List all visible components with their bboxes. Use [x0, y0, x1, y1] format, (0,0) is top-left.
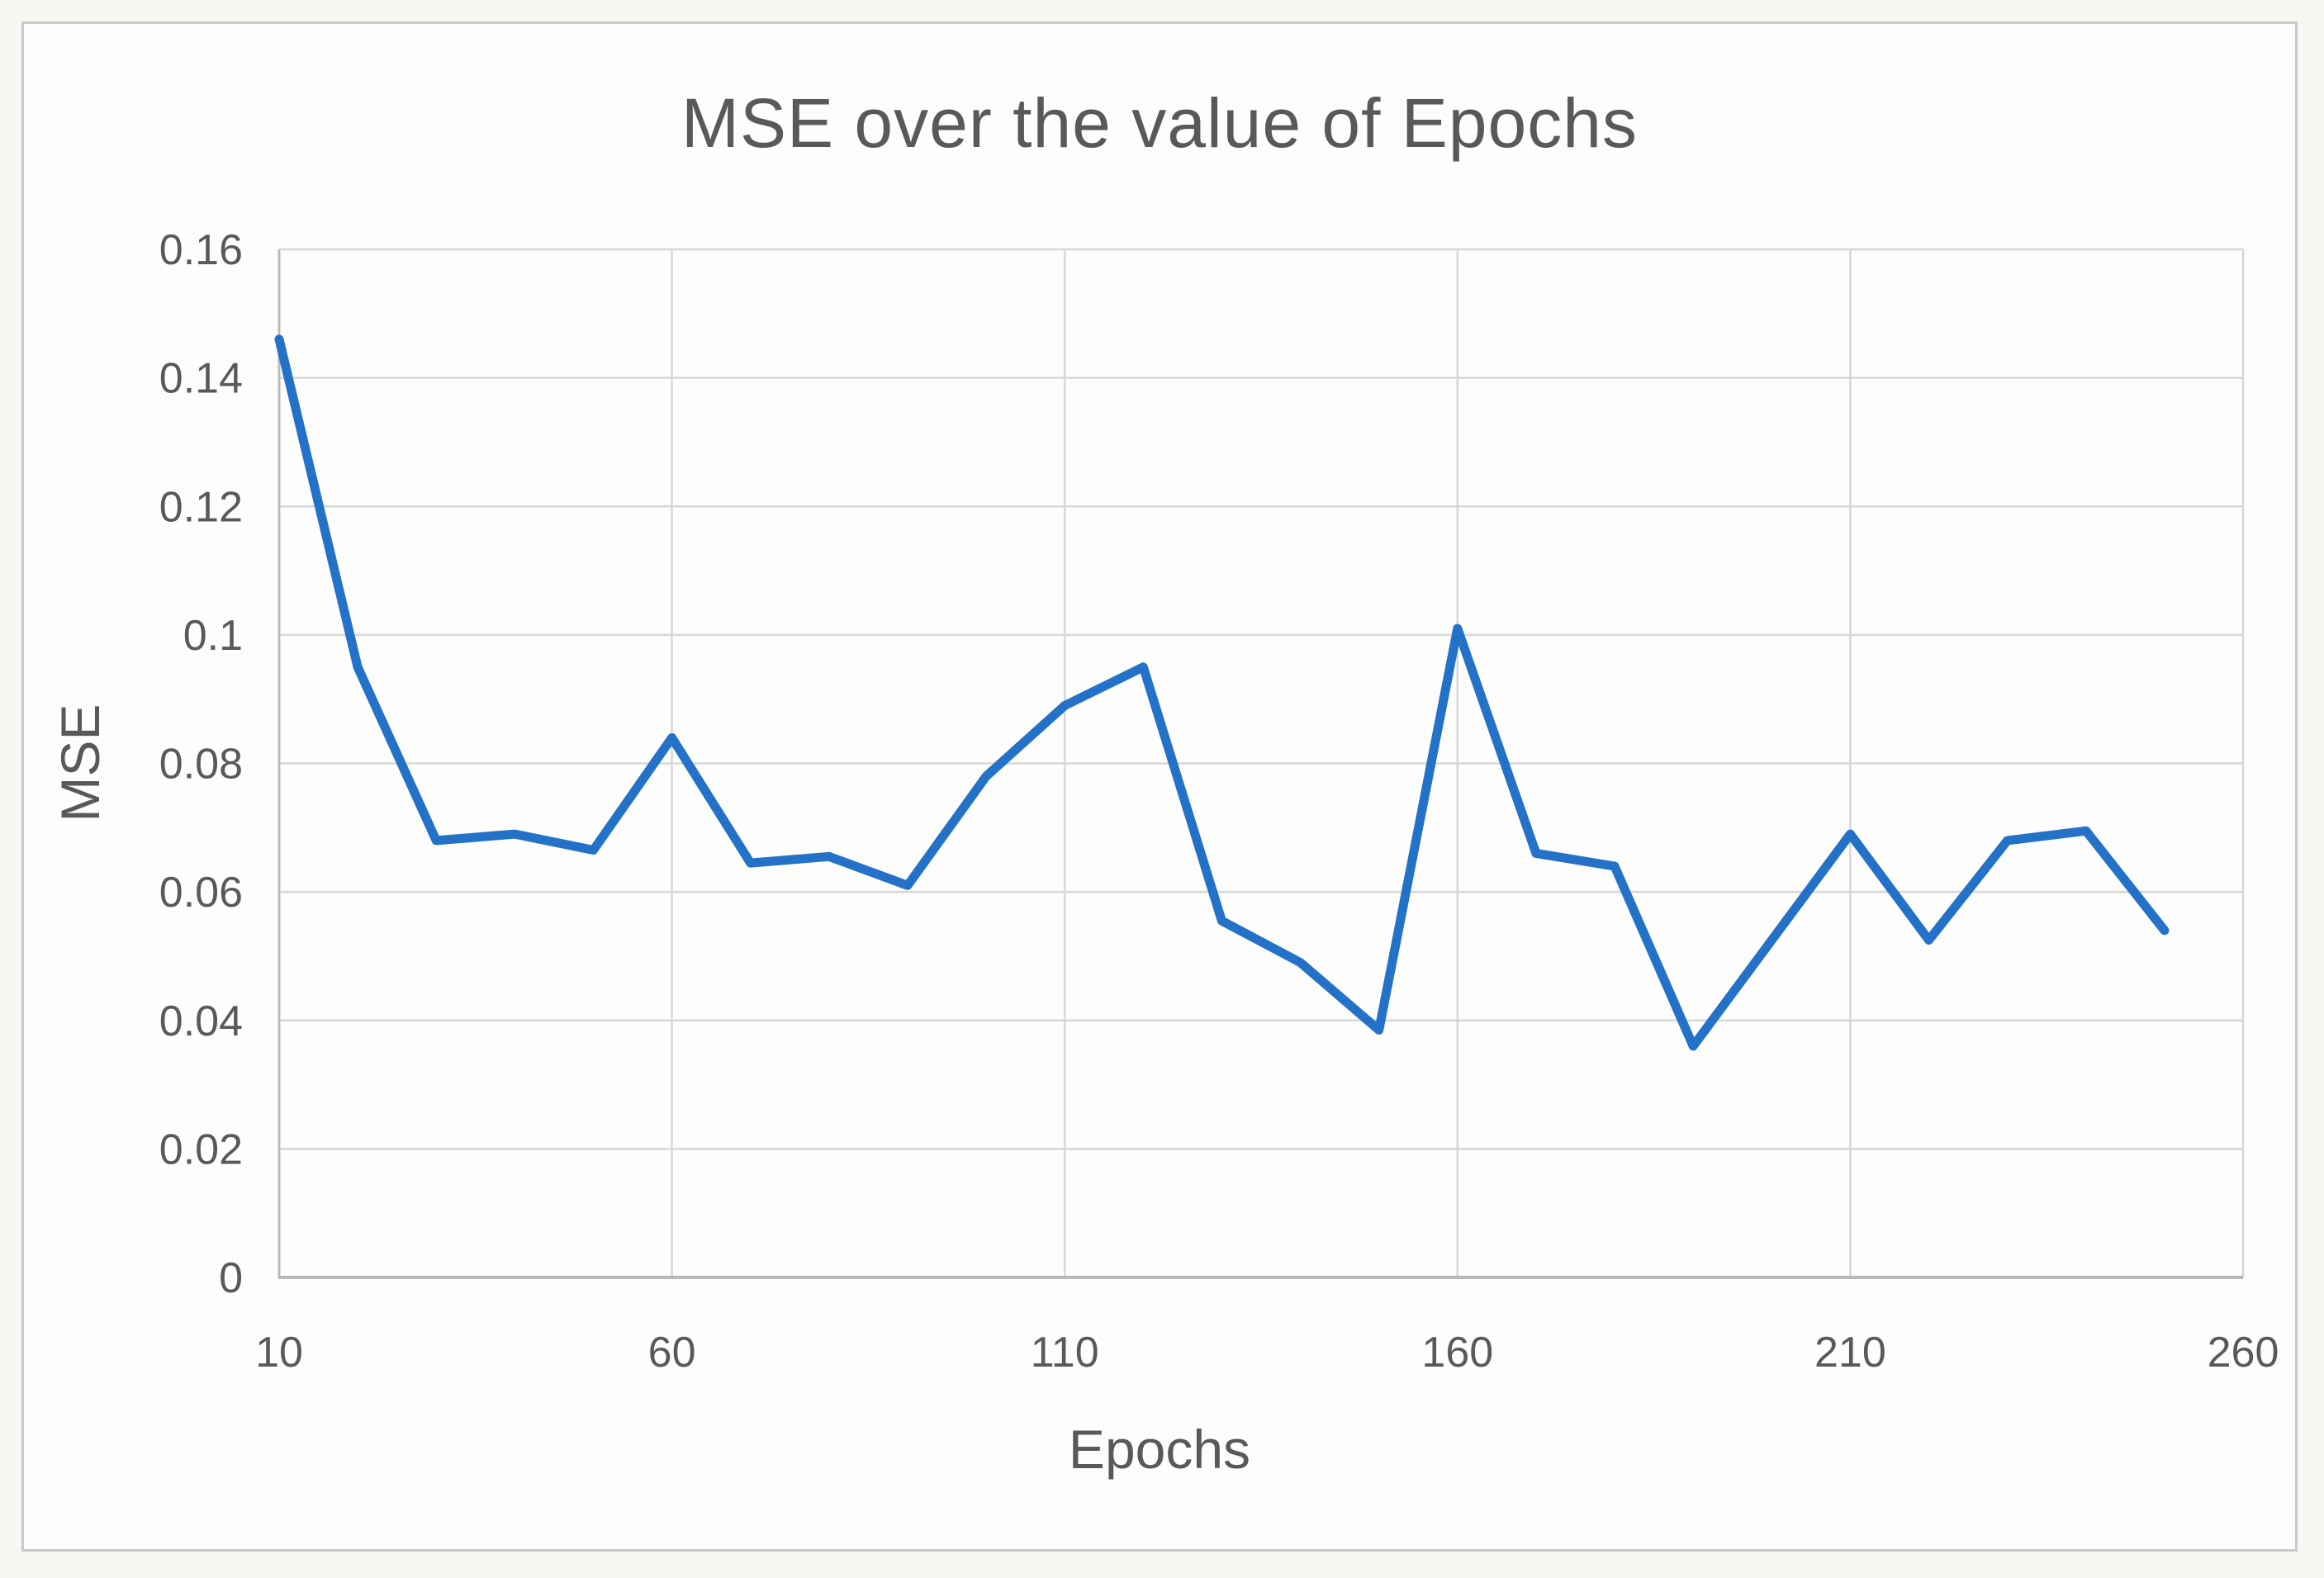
y-tick-label: 0.02 [159, 1125, 243, 1173]
chart-title: MSE over the value of Epochs [681, 84, 1638, 162]
mse-series-line [274, 334, 2170, 1051]
x-tick-label: 160 [1421, 1329, 1493, 1377]
y-tick-label: 0.14 [159, 355, 243, 403]
y-tick-label: 0 [219, 1254, 243, 1302]
x-tick-label: 110 [1031, 1329, 1099, 1377]
y-tick-label: 0.06 [159, 869, 243, 917]
y-tick-label: 0.12 [159, 483, 243, 531]
x-tick-label: 210 [1814, 1329, 1886, 1377]
chart-frame: MSE over the value of Epochs MSE Epochs [21, 21, 2298, 1552]
y-tick-label: 0.1 [183, 612, 243, 660]
x-axis-title: Epochs [1068, 1419, 1251, 1480]
x-tick-label: 10 [255, 1329, 303, 1377]
y-tick-label: 0.08 [159, 741, 243, 789]
y-tick-label: 0.04 [159, 998, 243, 1045]
x-tick-label: 60 [648, 1329, 696, 1377]
y-tick-label: 0.16 [159, 226, 243, 274]
x-tick-label: 260 [2208, 1329, 2279, 1377]
